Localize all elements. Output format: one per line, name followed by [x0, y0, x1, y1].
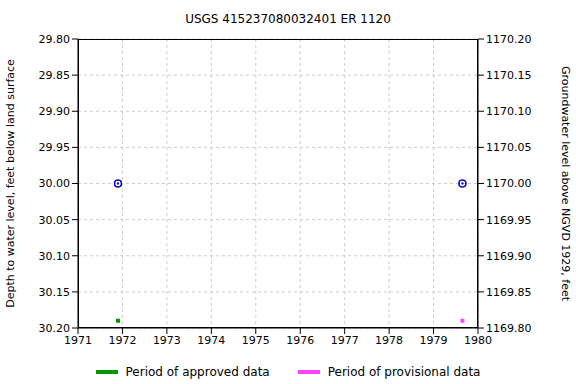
svg-text:1169.90: 1169.90 — [486, 250, 532, 263]
svg-text:1975: 1975 — [242, 334, 270, 347]
svg-text:1170.00: 1170.00 — [486, 177, 532, 190]
svg-text:1973: 1973 — [153, 334, 181, 347]
svg-text:1170.20: 1170.20 — [486, 33, 532, 46]
svg-text:30.20: 30.20 — [39, 322, 71, 335]
svg-text:1971: 1971 — [64, 334, 92, 347]
svg-text:30.00: 30.00 — [39, 177, 71, 190]
svg-text:1169.95: 1169.95 — [486, 214, 532, 227]
svg-text:29.85: 29.85 — [39, 69, 71, 82]
svg-text:1170.15: 1170.15 — [486, 69, 532, 82]
svg-text:1170.05: 1170.05 — [486, 141, 532, 154]
svg-text:Depth to water level, feet bel: Depth to water level, feet below land su… — [8, 59, 17, 308]
svg-text:1976: 1976 — [286, 334, 314, 347]
html-text:Period of provisional data: Period of provisional data — [327, 365, 481, 379]
svg-text:1169.85: 1169.85 — [486, 286, 532, 299]
svg-text:Groundwater level above NGVD 1: Groundwater level above NGVD 1929, feet — [559, 66, 568, 302]
svg-text:1978: 1978 — [375, 334, 403, 347]
svg-text:1977: 1977 — [331, 334, 359, 347]
svg-text:29.90: 29.90 — [39, 105, 71, 118]
svg-text:29.80: 29.80 — [39, 33, 71, 46]
html-text:Period of approved data: Period of approved data — [125, 365, 270, 379]
svg-text:29.95: 29.95 — [39, 141, 71, 154]
svg-text:30.15: 30.15 — [39, 286, 71, 299]
svg-text:1979: 1979 — [420, 334, 448, 347]
html-text:USGS 415237080032401 ER 1120: USGS 415237080032401 ER 1120 — [185, 12, 391, 26]
svg-text:1169.80: 1169.80 — [486, 322, 532, 335]
svg-text:30.05: 30.05 — [39, 214, 71, 227]
svg-text:1170.10: 1170.10 — [486, 105, 532, 118]
svg-text:1972: 1972 — [108, 334, 136, 347]
svg-text:1974: 1974 — [197, 334, 225, 347]
svg-text:1980: 1980 — [464, 334, 492, 347]
svg-text:30.10: 30.10 — [39, 250, 71, 263]
